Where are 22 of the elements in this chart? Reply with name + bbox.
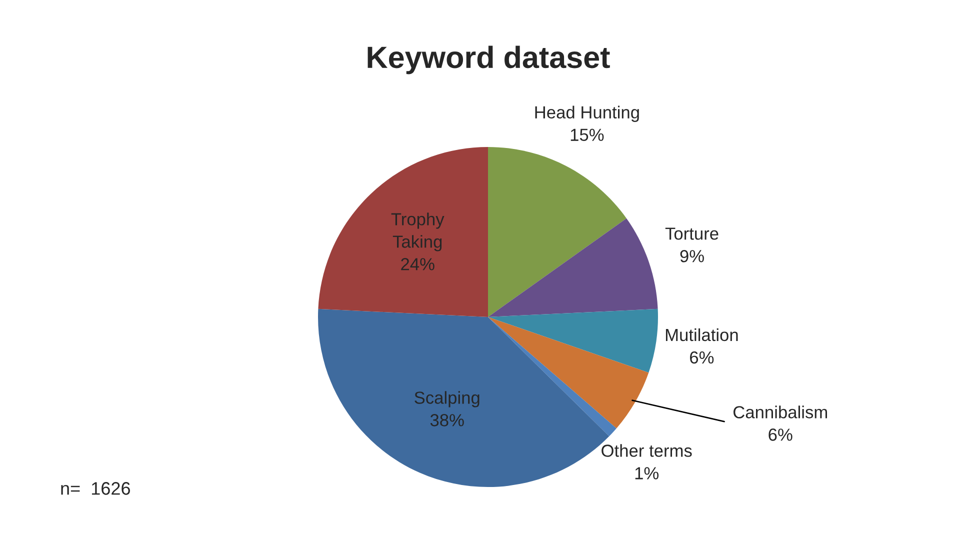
slice-label: Scalping xyxy=(414,391,480,408)
data-label: 24% xyxy=(401,258,434,270)
data-label: 15% xyxy=(570,128,604,141)
pie-slice xyxy=(318,147,488,317)
data-label: 9% xyxy=(680,250,704,262)
slice-label: Cannibalism xyxy=(733,406,827,418)
slice-label: Mutilation xyxy=(666,328,738,342)
slice-label: Other terms xyxy=(602,444,692,457)
slice-label: Torture xyxy=(665,228,718,240)
slice-label: Trophy Taking xyxy=(391,212,444,252)
slice-label: Head Hunting xyxy=(535,106,639,122)
chart-title: Keyword dataset xyxy=(368,46,610,74)
pie-slice xyxy=(488,147,626,317)
pie-slice xyxy=(488,308,658,373)
data-label: 1% xyxy=(635,467,659,480)
pie-slice xyxy=(488,317,616,436)
pie-slice xyxy=(488,317,649,428)
pie-slice xyxy=(488,218,658,317)
data-label: 38% xyxy=(430,414,464,426)
text: n= 1626 xyxy=(61,482,130,495)
data-label: 6% xyxy=(690,351,714,364)
data-label: 6% xyxy=(768,428,792,441)
